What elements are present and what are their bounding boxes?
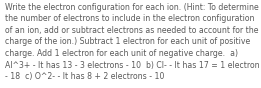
Text: - 18  c) O^2- - It has 8 + 2 electrons - 10: - 18 c) O^2- - It has 8 + 2 electrons - … [5,72,164,81]
Text: charge. Add 1 electron for each unit of negative charge.  a): charge. Add 1 electron for each unit of … [5,49,238,58]
Text: charge of the ion.) Subtract 1 electron for each unit of positive: charge of the ion.) Subtract 1 electron … [5,37,250,46]
Text: of an ion, add or subtract electrons as needed to account for the: of an ion, add or subtract electrons as … [5,26,258,35]
Text: Write the electron configuration for each ion. (Hint: To determine: Write the electron configuration for eac… [5,3,258,12]
Text: the number of electrons to include in the electron configuration: the number of electrons to include in th… [5,14,254,23]
Text: Al^3+ - It has 13 - 3 electrons - 10  b) Cl- - It has 17 = 1 electron: Al^3+ - It has 13 - 3 electrons - 10 b) … [5,61,259,70]
